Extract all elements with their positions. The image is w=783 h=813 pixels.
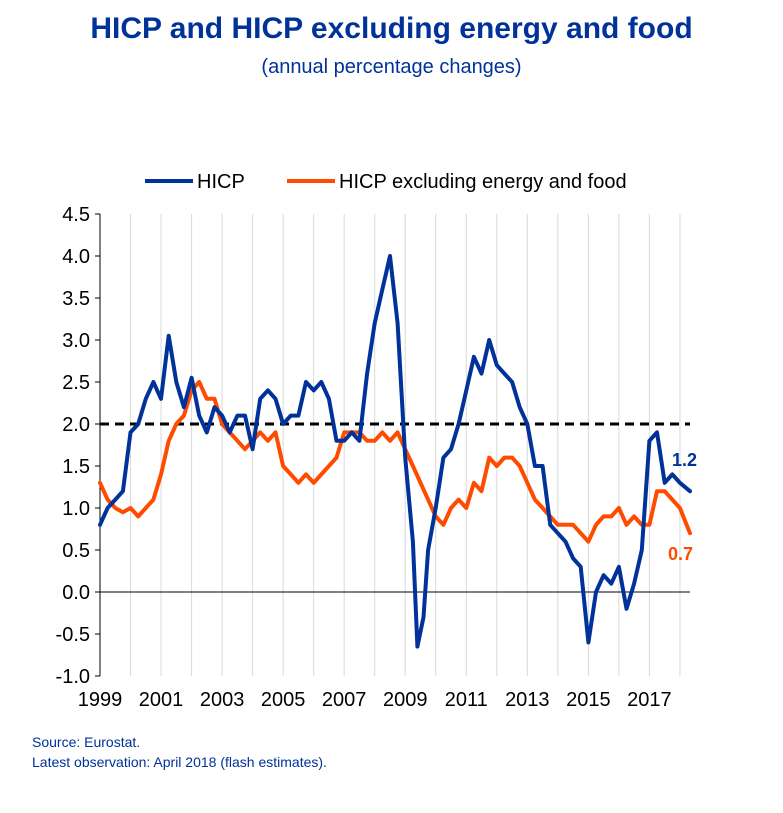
y-tick-label: 4.0 <box>62 246 90 268</box>
series-layer <box>98 254 692 649</box>
chart-title: HICP and HICP excluding energy and food <box>90 12 693 45</box>
chart-subtitle: (annual percentage changes) <box>261 56 522 78</box>
x-tick-label: 2017 <box>627 689 672 711</box>
legend: HICP HICP excluding energy and food <box>145 171 627 193</box>
source-note: Source: Eurostat. <box>32 734 141 750</box>
x-tick-label: 1999 <box>78 689 123 711</box>
x-tick-label: 2003 <box>200 689 245 711</box>
y-tick-label: 3.5 <box>62 288 90 310</box>
y-tick-label: 0.5 <box>62 540 90 562</box>
latest-observation-note: Latest observation: April 2018 (flash es… <box>32 754 327 770</box>
y-tick-label: 1.5 <box>62 456 90 478</box>
x-tick-label: 2005 <box>261 689 306 711</box>
x-tick-label: 2007 <box>322 689 367 711</box>
x-tick-label: 2013 <box>505 689 550 711</box>
y-tick-label: -1.0 <box>56 666 90 688</box>
y-tick-label: 1.0 <box>62 498 90 520</box>
legend-label-hicp: HICP <box>197 171 245 193</box>
x-tick-label: 2015 <box>566 689 611 711</box>
legend-label-core: HICP excluding energy and food <box>339 171 627 193</box>
core-end-label: 0.7 <box>668 544 693 564</box>
hicp-end-label: 1.2 <box>672 450 697 470</box>
axis-layer: 4.5 4.0 3.5 3.0 2.5 2.0 1.5 1.0 0.5 0.0 -0.5 -1.019… <box>56 204 690 711</box>
y-tick-label: -0.5 <box>56 624 90 646</box>
end-labels: 1.2 0.7 <box>668 450 697 564</box>
core-hicp-series-line <box>98 380 692 544</box>
y-tick-label: 3.0 <box>62 330 90 352</box>
hicp-series-line <box>98 254 692 649</box>
y-tick-label: 2.0 <box>62 414 90 436</box>
x-tick-label: 2009 <box>383 689 428 711</box>
x-tick-label: 2001 <box>139 689 184 711</box>
y-tick-label: 4.5 <box>62 204 90 226</box>
y-tick-label: 0.0 <box>62 582 90 604</box>
y-tick-label: 2.5 <box>62 372 90 394</box>
x-tick-label: 2011 <box>445 689 488 711</box>
